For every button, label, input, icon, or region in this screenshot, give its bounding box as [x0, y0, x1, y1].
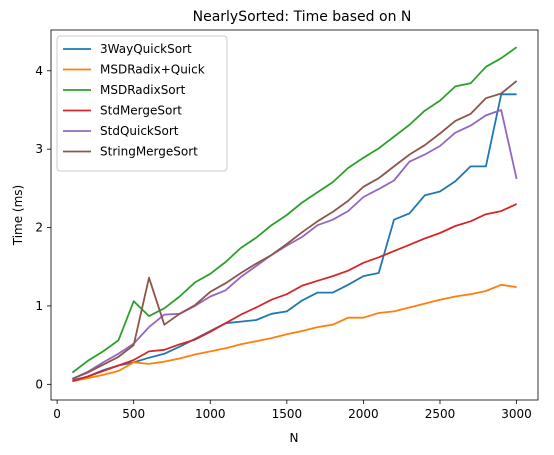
x-tick-label: 2000	[348, 407, 379, 421]
x-tick-label: 1000	[195, 407, 226, 421]
y-tick-label: 0	[35, 377, 43, 391]
y-tick-label: 1	[35, 299, 43, 313]
y-tick-label: 2	[35, 221, 43, 235]
x-tick-label: 3000	[501, 407, 532, 421]
y-tick-label: 3	[35, 142, 43, 156]
legend-entry: StdQuickSort	[100, 124, 179, 138]
x-tick-label: 0	[53, 407, 61, 421]
legend-entry: StringMergeSort	[100, 145, 198, 159]
legend-entry: MSDRadix+Quick	[100, 63, 205, 77]
legend-entry: StdMergeSort	[100, 104, 182, 118]
y-tick-label: 4	[35, 64, 43, 78]
y-axis-label: Time (ms)	[11, 185, 25, 247]
x-axis-label: N	[290, 431, 299, 445]
chart-title: NearlySorted: Time based on N	[193, 9, 412, 25]
legend-entry: 3WayQuickSort	[100, 42, 192, 56]
x-tick-label: 1500	[272, 407, 303, 421]
x-tick-label: 500	[122, 407, 145, 421]
x-tick-label: 2500	[425, 407, 456, 421]
legend: 3WayQuickSort MSDRadix+Quick MSDRadixSort S…	[57, 36, 227, 171]
legend-entry: MSDRadixSort	[100, 83, 186, 97]
